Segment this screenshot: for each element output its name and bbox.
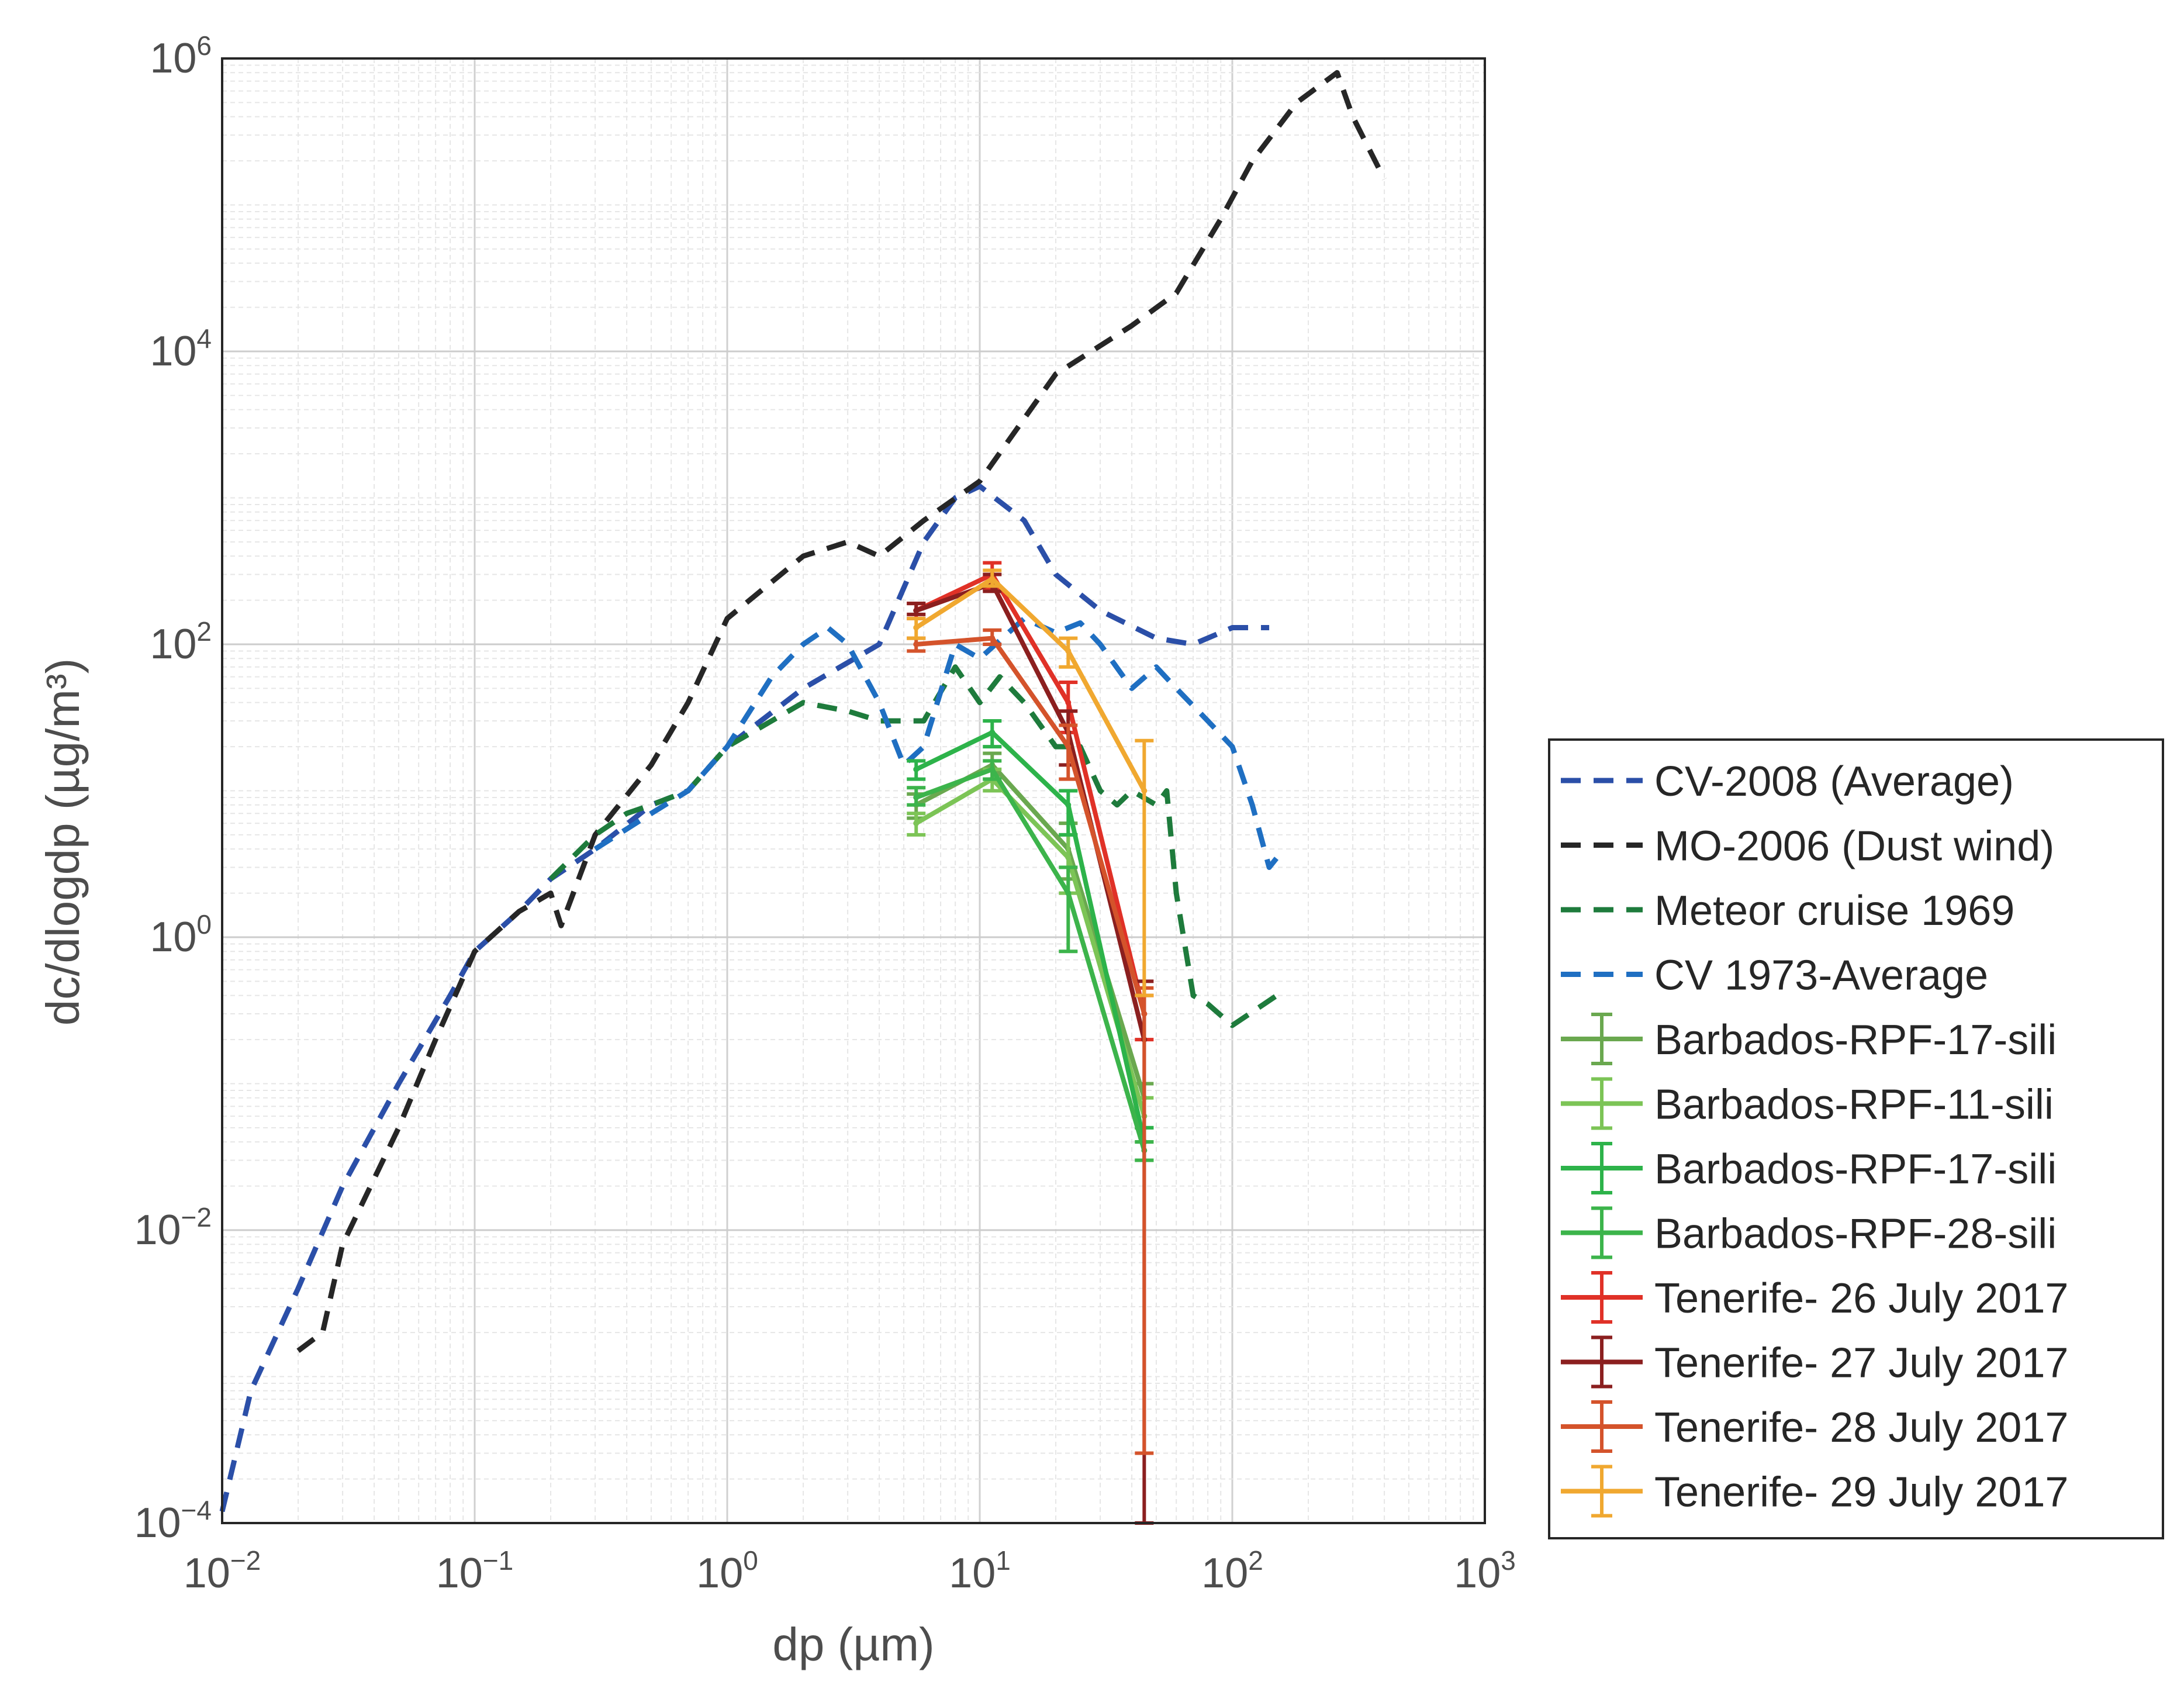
series-1 <box>296 70 1387 1353</box>
legend-label: Barbados-RPF-11-sili <box>1654 1082 2054 1128</box>
legend-label: CV-2008 (Average) <box>1654 758 2014 805</box>
legend-box <box>1548 738 2164 1539</box>
x-axis-ticks: 10−2 10−1 100 101 102 103 <box>184 1545 1516 1597</box>
data-point <box>913 641 920 647</box>
legend-label: Tenerife- 29 July 2017 <box>1654 1469 2068 1516</box>
legend-label: Barbados-RPF-28-sili <box>1654 1211 2057 1258</box>
legend-label: Tenerife- 28 July 2017 <box>1654 1404 2068 1451</box>
series-0 <box>219 484 1270 1513</box>
series-3 <box>593 616 1286 870</box>
series-line <box>915 776 1147 1117</box>
data-point <box>1065 890 1072 896</box>
data-point <box>1065 802 1072 808</box>
x-tick-label: 100 <box>696 1545 758 1597</box>
data-point <box>1065 854 1072 861</box>
series-line <box>548 664 1278 1028</box>
data-point <box>1141 1010 1148 1017</box>
data-point <box>1065 648 1072 654</box>
series-7 <box>907 759 1154 1162</box>
plot-frame <box>221 57 1486 1524</box>
y-axis-ticks: 10−4 10−2 100 102 104 106 <box>134 30 212 1546</box>
data-point <box>989 729 996 736</box>
data-point <box>913 766 920 772</box>
x-tick-label: 10−1 <box>436 1545 514 1597</box>
x-axis-label: dp (µm) <box>772 1618 934 1670</box>
legend: CV-2008 (Average) MO-2006 (Dust wind) Mete… <box>1548 738 2164 1539</box>
y-tick-label: 10−2 <box>134 1202 212 1254</box>
data-point <box>989 575 996 582</box>
x-tick-label: 101 <box>949 1545 1011 1597</box>
series-line <box>296 70 1387 1353</box>
data-point <box>1141 788 1148 794</box>
y-tick-label: 100 <box>150 909 212 961</box>
legend-label: Meteor cruise 1969 <box>1654 888 2014 934</box>
y-axis-label: dc/dlogdp (µg/m³) <box>37 658 89 1026</box>
y-tick-label: 102 <box>150 616 212 668</box>
series-line <box>915 576 1146 792</box>
data-point <box>989 635 996 641</box>
data-point <box>913 607 920 614</box>
x-tick-label: 103 <box>1454 1545 1516 1597</box>
series-2 <box>548 664 1278 1028</box>
grid <box>221 58 1485 1524</box>
series-11 <box>907 568 1154 997</box>
legend-label: Tenerife- 26 July 2017 <box>1654 1275 2068 1322</box>
y-tick-label: 104 <box>150 323 212 375</box>
series-line <box>219 484 1270 1513</box>
data-point <box>989 766 996 772</box>
data-point <box>1065 744 1072 750</box>
legend-label: Tenerife- 27 July 2017 <box>1654 1340 2068 1387</box>
series-group <box>219 70 1387 1525</box>
series-10 <box>907 628 1154 1455</box>
data-point <box>913 624 920 631</box>
data-point <box>913 794 920 800</box>
legend-label: Barbados-RPF-17-sili <box>1654 1017 2057 1064</box>
x-tick-label: 10−2 <box>184 1545 261 1597</box>
x-tick-label: 102 <box>1201 1545 1263 1597</box>
legend-label: CV 1973-Average <box>1654 952 1988 999</box>
y-tick-label: 10−4 <box>134 1495 212 1546</box>
series-line <box>915 572 1147 1014</box>
series-line <box>915 730 1147 1143</box>
series-line <box>593 616 1286 870</box>
legend-label: MO-2006 (Dust wind) <box>1654 823 2054 870</box>
data-point <box>1065 699 1072 706</box>
y-tick-label: 106 <box>150 30 212 82</box>
series-line <box>915 766 1147 1151</box>
series-line <box>915 636 1147 1015</box>
data-point <box>913 820 920 827</box>
legend-label: Barbados-RPF-17-sili <box>1654 1146 2057 1193</box>
